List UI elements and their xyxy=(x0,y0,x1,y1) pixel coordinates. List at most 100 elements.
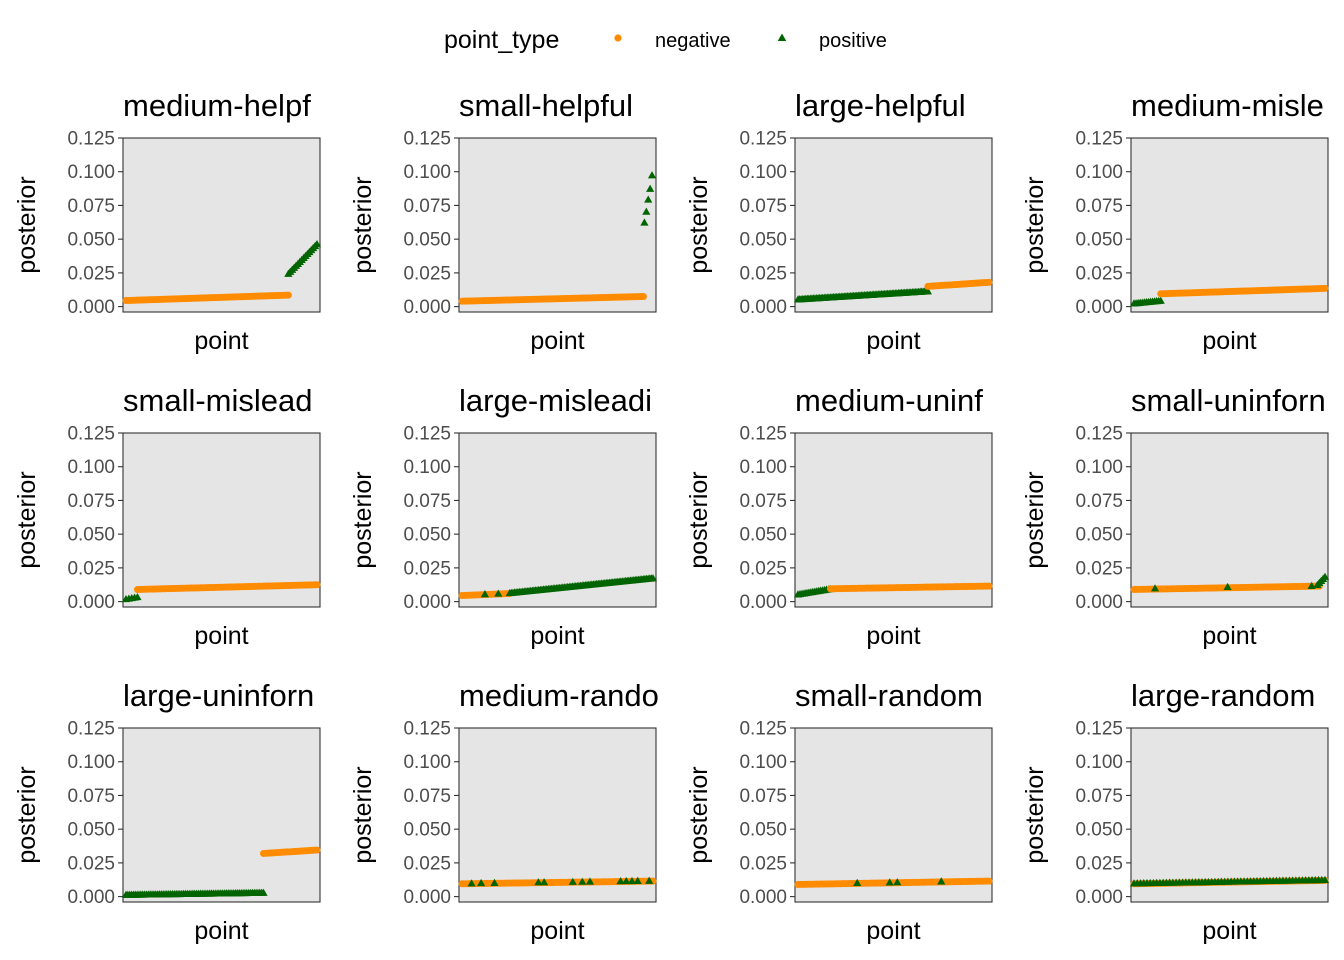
positive-point xyxy=(648,574,658,582)
positive-point xyxy=(937,877,946,885)
positive-point xyxy=(1156,296,1165,304)
y-tick-label: 0.125 xyxy=(739,424,787,445)
facet-panel: medium-rando 0.000 0.025 0.050 0.075 0.100 0.1… xyxy=(349,678,659,945)
y-tick-label: 0.125 xyxy=(403,129,451,150)
positive-point xyxy=(627,876,637,885)
y-tick-label: 0.050 xyxy=(739,820,787,841)
negative-point xyxy=(985,582,993,590)
positive-point xyxy=(534,878,543,886)
positive-point xyxy=(853,878,862,886)
facet-panel: small-uninforn 0.000 0.025 0.050 0.075 0.100 0… xyxy=(1021,383,1330,650)
y-tick-label: 0.025 xyxy=(403,853,451,874)
positive-point xyxy=(467,879,476,887)
y-tick-label: 0.125 xyxy=(67,424,115,445)
positive-point xyxy=(622,876,631,885)
facet-panel: small-random 0.000 0.025 0.050 0.075 0.100 0.1… xyxy=(685,678,993,945)
facet-panel: large-helpful 0.000 0.025 0.050 0.075 0.100 0.… xyxy=(685,88,993,355)
legend-label-positive: positive xyxy=(819,30,887,52)
negative-point xyxy=(639,292,647,300)
y-tick-label: 0.050 xyxy=(1075,230,1123,251)
y-axis-label: posterior xyxy=(1021,766,1049,863)
x-axis-label: point xyxy=(866,917,920,945)
y-tick-label: 0.125 xyxy=(1075,719,1123,740)
negative-point xyxy=(1321,284,1329,292)
panel-background xyxy=(122,727,321,903)
x-axis-label: point xyxy=(530,917,584,945)
positive-point xyxy=(490,878,499,886)
positive-point xyxy=(893,878,902,886)
y-axis-label: posterior xyxy=(685,766,713,863)
data-marks xyxy=(793,582,993,598)
negative-point xyxy=(284,291,292,299)
x-axis-label: point xyxy=(866,327,920,355)
y-tick-label: 0.000 xyxy=(1075,592,1123,613)
y-tick-label: 0.125 xyxy=(67,129,115,150)
y-tick-label: 0.025 xyxy=(67,853,115,874)
y-axis-label: posterior xyxy=(13,176,41,273)
positive-point xyxy=(585,877,595,885)
y-tick-label: 0.075 xyxy=(1075,196,1123,217)
panel-background xyxy=(1130,137,1329,313)
data-marks xyxy=(458,171,657,305)
y-tick-label: 0.000 xyxy=(67,887,115,908)
y-tick-label: 0.050 xyxy=(739,525,787,546)
data-marks xyxy=(121,581,321,603)
panel-title: medium-uninf xyxy=(795,383,983,418)
y-axis-label: posterior xyxy=(1021,176,1049,273)
negative-point xyxy=(985,877,993,885)
positive-point xyxy=(642,207,651,215)
y-tick-label: 0.075 xyxy=(1075,491,1123,512)
panel-title: large-random xyxy=(1131,678,1315,713)
data-marks xyxy=(794,877,993,888)
y-axis-label: posterior xyxy=(1021,471,1049,568)
y-axis-label: posterior xyxy=(349,471,377,568)
panel-background xyxy=(122,432,321,608)
y-tick-label: 0.050 xyxy=(1075,820,1123,841)
positive-point xyxy=(616,877,625,885)
x-axis-label: point xyxy=(1202,917,1256,945)
data-marks xyxy=(1129,875,1330,888)
negative-point xyxy=(985,278,993,286)
y-tick-label: 0.100 xyxy=(67,457,115,478)
y-tick-label: 0.100 xyxy=(403,457,451,478)
panel-background xyxy=(458,432,657,608)
y-tick-label: 0.100 xyxy=(1075,162,1123,183)
panel-background xyxy=(1130,432,1329,608)
panel-title: small-random xyxy=(795,678,983,713)
x-axis-label: point xyxy=(1202,622,1256,650)
y-tick-label: 0.025 xyxy=(67,558,115,579)
data-marks xyxy=(1129,284,1329,307)
panel-title: large-misleadi xyxy=(459,383,652,418)
panel-title: medium-misle xyxy=(1131,88,1324,123)
y-tick-label: 0.000 xyxy=(67,592,115,613)
legend-key-negative-icon xyxy=(614,34,622,42)
panel-background xyxy=(458,137,657,313)
positive-point xyxy=(1223,582,1232,591)
panel-title: large-uninforn xyxy=(123,678,314,713)
legend-key-positive-icon xyxy=(777,33,787,41)
data-marks xyxy=(793,278,993,303)
x-axis-label: point xyxy=(1202,327,1256,355)
y-tick-label: 0.000 xyxy=(739,887,787,908)
y-tick-label: 0.025 xyxy=(739,558,787,579)
y-tick-label: 0.100 xyxy=(403,162,451,183)
panel-title: large-helpful xyxy=(795,88,966,123)
y-tick-label: 0.100 xyxy=(403,752,451,773)
y-tick-label: 0.050 xyxy=(67,525,115,546)
positive-point xyxy=(923,287,932,295)
y-tick-label: 0.075 xyxy=(739,786,787,807)
panel-background xyxy=(1130,727,1329,903)
y-axis-label: posterior xyxy=(13,766,41,863)
y-tick-label: 0.100 xyxy=(67,752,115,773)
facet-panel: small-mislead 0.000 0.025 0.050 0.075 0.100 0.… xyxy=(13,383,321,650)
positive-point xyxy=(645,876,654,884)
positive-point xyxy=(133,592,142,601)
y-tick-label: 0.000 xyxy=(403,592,451,613)
y-tick-label: 0.075 xyxy=(739,196,787,217)
y-tick-label: 0.075 xyxy=(403,786,451,807)
x-axis-label: point xyxy=(530,622,584,650)
y-tick-label: 0.050 xyxy=(403,820,451,841)
y-tick-label: 0.000 xyxy=(1075,297,1123,318)
facet-panel: large-misleadi 0.000 0.025 0.050 0.075 0.100 0… xyxy=(349,383,658,650)
